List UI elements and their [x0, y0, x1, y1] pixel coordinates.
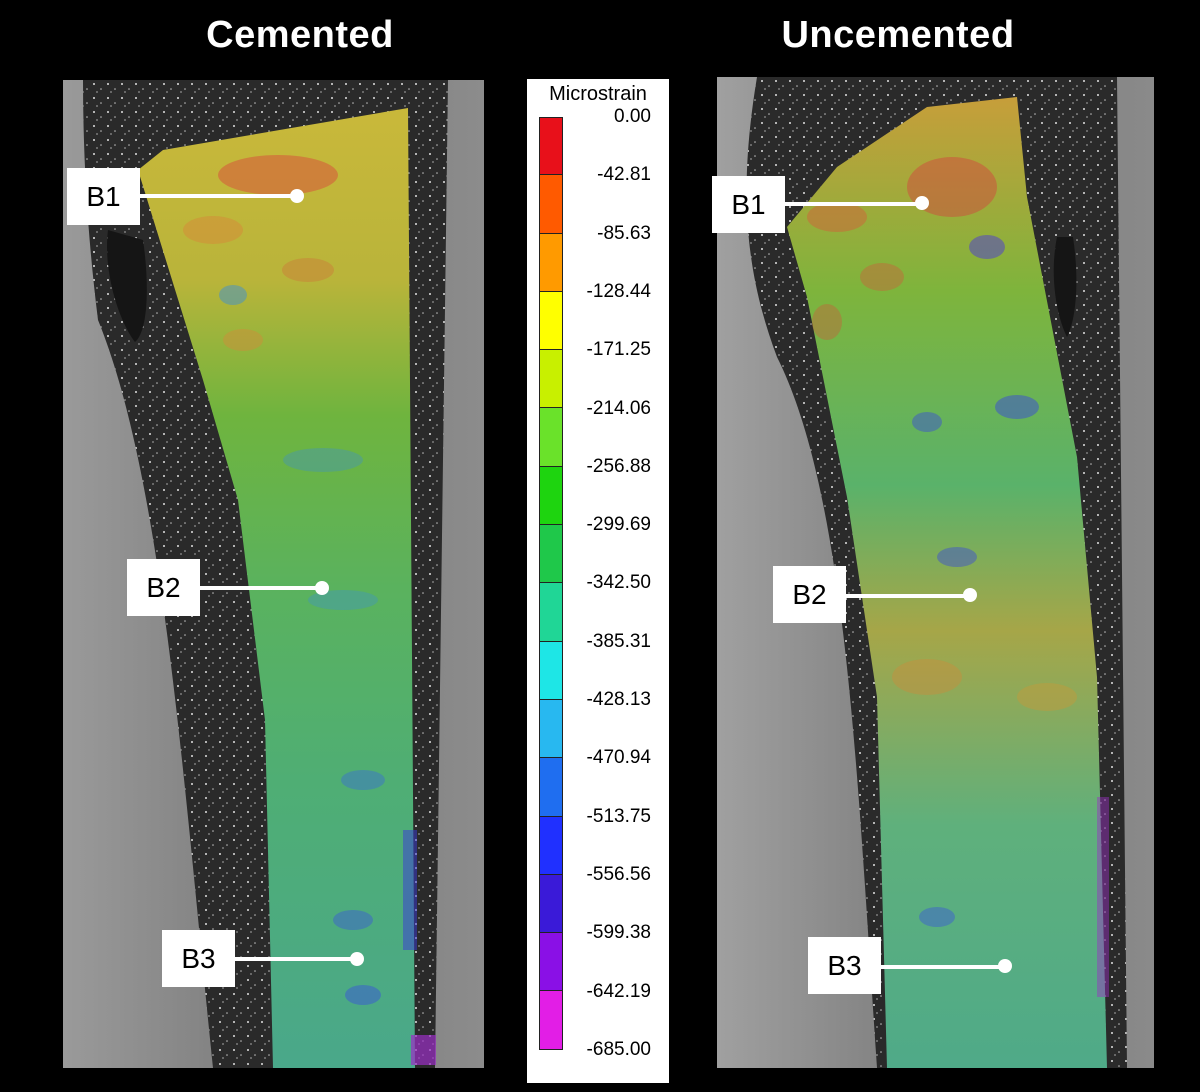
colorbar-swatch [539, 874, 563, 934]
colorbar-tick-label: -214.06 [586, 397, 651, 419]
colorbar-swatch [539, 291, 563, 351]
callout-b2-uncemented: B2 [773, 566, 846, 623]
microstrain-colorbar: Microstrain 0.00 -42.81 -85.63 -128.44 -171.… [527, 79, 669, 1083]
colorbar-swatch [539, 699, 563, 759]
colorbar-tick-label: -299.69 [586, 514, 651, 536]
colorbar-tick-label: -685.00 [586, 1038, 651, 1060]
colorbar-swatch [539, 583, 563, 642]
colorbar-swatch [539, 933, 563, 992]
measurement-point [315, 581, 329, 595]
callout-line [881, 965, 1005, 969]
callout-line [200, 586, 320, 590]
cemented-title: Cemented [206, 14, 394, 56]
callout-b1-uncemented: B1 [712, 176, 785, 233]
colorbar-tick-label: -470.94 [586, 747, 651, 769]
uncemented-title: Uncemented [781, 14, 1015, 56]
callout-b2-cemented: B2 [127, 559, 200, 616]
colorbar-tick-label: -556.56 [586, 863, 651, 885]
measurement-point [350, 952, 364, 966]
callout-line [140, 194, 296, 198]
colorbar-swatch [539, 408, 563, 467]
colorbar-tick-label: -256.88 [586, 455, 651, 477]
colorbar-swatch [539, 525, 563, 584]
colorbar-tick-label: -42.81 [597, 164, 651, 186]
measurement-point [998, 959, 1012, 973]
callout-b3-cemented: B3 [162, 930, 235, 987]
measurement-point [915, 196, 929, 210]
colorbar-swatch [539, 991, 563, 1050]
colorbar-swatch [539, 816, 563, 875]
colorbar-tick-label: -85.63 [597, 222, 651, 244]
colorbar-swatch [539, 758, 563, 817]
callout-line [235, 957, 355, 961]
colorbar-tick-label: -171.25 [586, 339, 651, 361]
callout-b3-uncemented: B3 [808, 937, 881, 994]
colorbar-swatch [539, 175, 563, 234]
colorbar-swatch [539, 641, 563, 700]
colorbar-swatch [539, 233, 563, 292]
measurement-point [963, 588, 977, 602]
colorbar-swatches [539, 117, 563, 1050]
callout-line [785, 202, 921, 206]
colorbar-tick-label: -428.13 [586, 689, 651, 710]
colorbar-tick-label: -342.50 [586, 572, 651, 594]
callout-line [846, 594, 970, 598]
colorbar-swatch [539, 466, 563, 526]
colorbar-tick-label: -385.31 [586, 630, 651, 652]
colorbar-tick-label: -513.75 [586, 805, 651, 827]
colorbar-tick-label: -642.19 [586, 980, 651, 1002]
measurement-point [290, 189, 304, 203]
colorbar-title: Microstrain [549, 83, 647, 105]
colorbar-swatch [539, 117, 563, 176]
colorbar-tick-label: -128.44 [586, 280, 651, 302]
callout-b1-cemented: B1 [67, 168, 140, 225]
cemented-strain-map [63, 80, 484, 1068]
colorbar-tick-label: -599.38 [586, 922, 651, 944]
colorbar-swatch [539, 350, 563, 409]
colorbar-tick-label: 0.00 [614, 106, 651, 127]
